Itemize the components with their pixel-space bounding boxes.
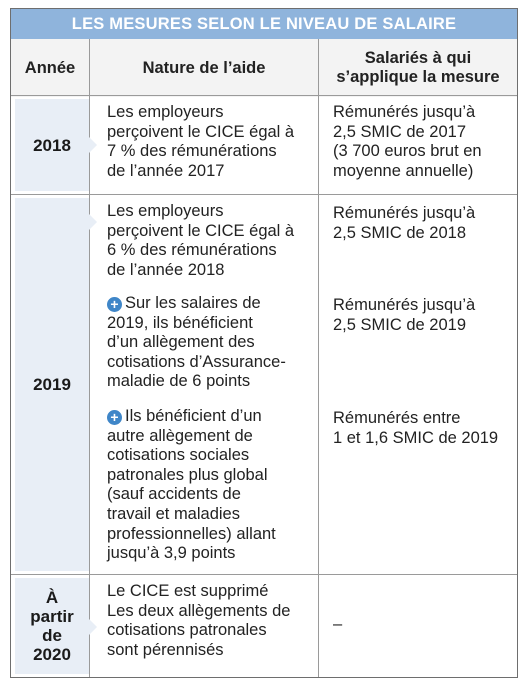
employees-line: 1 et 1,6 SMIC de 2019 [333,428,499,447]
arrow-icon [89,214,97,230]
year-cell-2018: 2018 [15,99,89,191]
aid-line: + Ils bénéficient d’un [107,407,276,427]
aid-line: Les employeurs [107,202,224,220]
aid-line: cotisations d’Assurance- [107,352,286,371]
aid-line: Les deux allègements de [107,601,291,620]
aid-line: 6 % des rémunérations [107,241,277,260]
aid-line: patronales plus global [107,465,268,484]
year-line: partir [30,607,74,626]
employees-text-2018: Rémunérés jusqu’à 2,5 SMIC de 2017 (3 70… [333,103,482,181]
table-header: Année Nature de l’aide Salariés à qui s’… [11,39,517,97]
employees-line: Rémunérés entre [333,409,461,427]
aid-text-2019-cice: Les employeurs perçoivent le CICE égal à… [107,202,294,280]
aid-line: + Sur les salaires de [107,294,286,314]
aid-line: professionnelles) allant [107,524,276,543]
employees-text-2019-b: Rémunérés jusqu’à 2,5 SMIC de 2019 [333,296,475,335]
year-line: À [45,588,59,607]
plus-icon: + [107,297,122,312]
year-line: de [42,626,62,645]
year-label: À partir de 2020 [30,588,73,664]
aid-line: autre allègement de [107,426,253,445]
plus-icon: + [107,410,122,425]
employees-line: Rémunérés jusqu’à [333,204,476,222]
aid-line: travail et maladies [107,504,240,523]
aid-line: 7 % des rémunérations [107,142,277,161]
aid-line: maladie de 6 points [107,372,251,391]
employees-line: (3 700 euros brut en [333,142,482,161]
aid-line: perçoivent le CICE égal à [107,221,295,240]
row-divider [11,95,517,96]
year-cell-2020: À partir de 2020 [15,578,89,674]
aid-line: 2019, ils bénéficient [107,313,253,332]
aid-line: (sauf accidents de [107,485,241,504]
aid-text-2018: Les employeurs perçoivent le CICE égal à… [107,103,294,181]
employees-line: 2,5 SMIC de 2018 [333,223,466,242]
header-employees: Salariés à qui s’applique la mesure [319,39,517,97]
aid-line-text: Sur les salaires de [125,294,261,312]
arrow-icon [89,619,97,635]
aid-line: cotisations patronales [107,621,267,640]
employees-text-2020: – [333,615,343,633]
arrow-icon [89,137,97,153]
employees-text-2019-c: Rémunérés entre 1 et 1,6 SMIC de 2019 [333,409,498,448]
employees-line: 2,5 SMIC de 2019 [333,315,466,334]
aid-line: de l’année 2017 [107,161,225,180]
aid-text-2019-maladie: + Sur les salaires de 2019, ils bénéficie… [107,294,286,392]
employees-line: moyenne annuelle) [333,161,474,180]
aid-line: sont pérennisés [107,640,224,659]
aid-line: cotisations sociales [107,446,250,465]
aid-line: Le CICE est supprimé [107,582,269,600]
header-employees-line1: Salariés à qui [364,49,472,67]
aid-line: de l’année 2018 [107,260,225,279]
employees-line: 2,5 SMIC de 2017 [333,122,466,141]
row-divider [11,194,517,195]
measures-table: LES MESURES SELON LE NIVEAU DE SALAIRE A… [10,8,518,678]
year-line: 2020 [33,645,71,664]
header-year: Année [24,58,76,77]
aid-text-2020: Le CICE est supprimé Les deux allègement… [107,582,290,660]
column-divider [318,39,319,677]
aid-line: perçoivent le CICE égal à [107,122,295,141]
column-divider [89,39,90,677]
employees-line: Rémunérés jusqu’à [333,103,476,121]
year-label: 2019 [33,375,71,394]
employees-line: Rémunérés jusqu’à [333,296,476,314]
header-employees-line2: s’applique la mesure [336,68,500,86]
aid-line-text: Ils bénéficient d’un [125,407,262,425]
row-divider [11,574,517,575]
year-label: 2018 [33,135,71,155]
aid-line: jusqu’à 3,9 points [107,544,236,563]
aid-text-2019-global: + Ils bénéficient d’un autre allègement d… [107,407,276,564]
aid-line: Les employeurs [107,103,224,121]
table-title: LES MESURES SELON LE NIVEAU DE SALAIRE [11,9,517,39]
aid-line: d’un allègement des [107,333,255,352]
employees-text-2019-a: Rémunérés jusqu’à 2,5 SMIC de 2018 [333,204,475,243]
header-aid: Nature de l’aide [142,58,266,77]
year-cell-2019: 2019 [15,198,89,571]
